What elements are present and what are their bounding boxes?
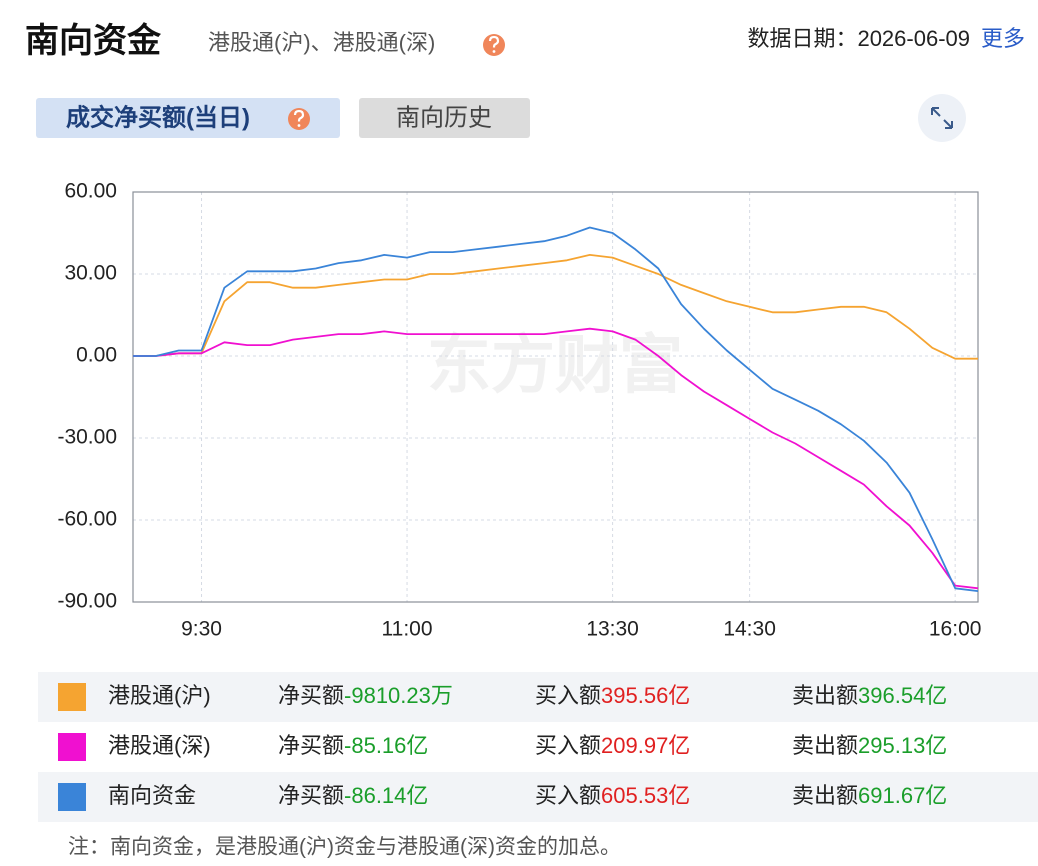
- row-name: 港股通(沪): [108, 683, 211, 708]
- date-label: 数据日期：: [747, 26, 857, 51]
- x-tick-label: 16:00: [929, 618, 982, 641]
- legend-swatch: [58, 733, 86, 761]
- help-glyph: [488, 35, 500, 48]
- row-cell: 买入额605.53亿: [535, 783, 690, 808]
- x-tick-label: 13:30: [586, 618, 639, 641]
- legend-swatch: [58, 783, 86, 811]
- series-line: [133, 254, 978, 360]
- x-tick-label: 9:30: [181, 618, 222, 641]
- row-bg: [38, 672, 1038, 722]
- cell-label: 净买额: [278, 733, 344, 758]
- cell-label: 卖出额: [792, 783, 858, 808]
- table: 港股通(沪) 净买额-9810.23万 买入额395.56亿 卖出额396.54亿港股…: [38, 672, 1038, 822]
- date: 2026-06-09: [857, 26, 970, 51]
- y-tick-label: 60.00: [64, 180, 117, 203]
- row-bg: [38, 772, 1038, 822]
- help-glyph: [293, 109, 305, 122]
- series-line: [133, 327, 979, 590]
- cell-value: 295.13亿: [858, 733, 947, 758]
- x-tick-label: 11:00: [382, 618, 433, 641]
- tab-bg: [36, 98, 340, 138]
- tab-bg: [359, 98, 530, 138]
- help-dot: [297, 124, 301, 127]
- chart: 东方财富 60.00 30.00 0.00 -30.00 -60.00 -90.00 9:3…: [57, 180, 981, 641]
- tab-label: 成交净买额(当日): [66, 103, 250, 131]
- expand-button[interactable]: [918, 94, 966, 142]
- watermark: 东方财富: [427, 329, 683, 401]
- row-name: 南向资金: [108, 783, 196, 808]
- row-cell: 净买额-9810.23万: [278, 683, 453, 708]
- cell-label: 卖出额: [792, 733, 858, 758]
- cell-value: 605.53亿: [601, 783, 690, 808]
- expand-bg: [918, 94, 966, 142]
- tab-label: 南向历史: [396, 104, 492, 131]
- row-cell: 净买额-86.14亿: [278, 783, 428, 808]
- y-tick-label: 0.00: [76, 344, 117, 367]
- y-tick-label: -30.00: [57, 426, 117, 449]
- cell-value: 691.67亿: [858, 783, 947, 808]
- cell-value: -85.16亿: [344, 733, 428, 758]
- row-cell: 卖出额295.13亿: [792, 733, 947, 758]
- tab[interactable]: 南向历史: [359, 98, 530, 138]
- y-tick-label: -60.00: [57, 508, 117, 531]
- row-cell: 买入额209.97亿: [535, 733, 690, 758]
- cell-label: 净买额: [278, 783, 344, 808]
- row-cell: 净买额-85.16亿: [278, 733, 428, 758]
- y-tick-label: 30.00: [64, 262, 117, 285]
- row-cell: 卖出额396.54亿: [792, 683, 947, 708]
- cell-value: -86.14亿: [344, 783, 428, 808]
- series-line: [133, 226, 979, 592]
- y-tick-label: -90.00: [57, 590, 117, 613]
- legend-swatch: [58, 683, 86, 711]
- date-line: 数据日期：2026-06-09: [747, 26, 970, 51]
- cell-value: 396.54亿: [858, 683, 947, 708]
- x-tick-label: 14:30: [723, 618, 776, 641]
- expand-glyph: [931, 107, 953, 129]
- help-dot: [492, 50, 496, 53]
- cell-label: 买入额: [535, 683, 601, 708]
- cell-label: 买入额: [535, 733, 601, 758]
- row-cell: 卖出额691.67亿: [792, 783, 947, 808]
- cell-label: 买入额: [535, 783, 601, 808]
- row-name: 港股通(深): [108, 733, 211, 758]
- title: 南向资金: [25, 21, 162, 60]
- cell-value: 209.97亿: [601, 733, 690, 758]
- cell-label: 净买额: [278, 683, 344, 708]
- plot-frame: [132, 191, 979, 603]
- more-link[interactable]: 更多: [981, 26, 1025, 51]
- tab-active[interactable]: 成交净买额(当日): [36, 98, 340, 138]
- cell-value: -9810.23万: [344, 683, 453, 708]
- help-icon[interactable]: [483, 34, 505, 56]
- cell-value: 395.56亿: [601, 683, 690, 708]
- row-cell: 买入额395.56亿: [535, 683, 690, 708]
- cell-label: 卖出额: [792, 683, 858, 708]
- subtitle: 港股通(沪)、港股通(深): [208, 30, 435, 55]
- note: 注：南向资金，是港股通(沪)资金与港股通(深)资金的加总。: [68, 836, 621, 859]
